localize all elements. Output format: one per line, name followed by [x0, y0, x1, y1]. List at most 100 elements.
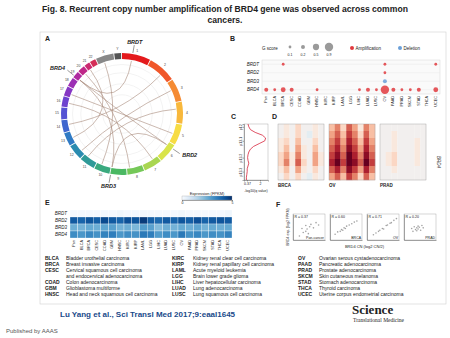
expression-heatmap: BRDTBRD2BRD3BRD4PanBLCABRCACESCCOADGBMHN…: [55, 191, 234, 251]
column-label: KIRP: [332, 96, 336, 105]
cn-cell: [278, 173, 284, 180]
x-axis: [294, 240, 326, 241]
cn-cell: [358, 152, 364, 159]
cn-cell: [415, 124, 421, 131]
expression-cell: [170, 231, 178, 238]
legend-size: [301, 45, 305, 49]
x-axis-title: -log10(q value): [244, 189, 267, 193]
expression-cell: [78, 231, 86, 238]
expression-cell: [101, 224, 109, 231]
title: cancers.: [208, 15, 243, 25]
expression-cell: [70, 231, 78, 238]
cn-cell: [290, 173, 296, 180]
chromosome-label: X: [102, 50, 105, 54]
panel-label: C: [231, 113, 236, 120]
column-label: BRCA: [281, 96, 285, 107]
cn-cell: [335, 152, 341, 159]
tick-label: p13.3: [239, 168, 243, 177]
cn-cell: [409, 138, 415, 145]
cn-cell: [415, 173, 421, 180]
column-label: LIHC: [357, 96, 361, 105]
g-score-dot: [384, 71, 387, 74]
cn-cell: [278, 152, 284, 159]
link: [88, 109, 176, 156]
expression-cell: [78, 210, 86, 217]
cn-cell: [364, 152, 370, 159]
chromosome-label: 13: [61, 139, 65, 143]
g-score-dot: [434, 63, 437, 66]
point: [393, 220, 395, 222]
panel-label: A: [45, 35, 50, 42]
column-label: STAD: [417, 96, 421, 106]
column-label: STAD: [211, 240, 215, 250]
column-label: KIRC: [324, 96, 328, 105]
plot-frame: [293, 214, 325, 240]
heatmap-frame: [278, 124, 324, 180]
point: [396, 218, 398, 220]
plot-frame: [244, 124, 268, 180]
chromosome-label: 9: [117, 177, 119, 181]
q-value-line: [246, 124, 265, 180]
scatter-panel: R = 0.37Pan-cancer: [293, 214, 326, 241]
point: [412, 231, 414, 233]
x-axis: [368, 240, 400, 241]
g-score-dot: [358, 88, 361, 91]
point: [416, 227, 418, 229]
column-label: CESC: [95, 240, 99, 251]
point: [387, 224, 389, 226]
point: [345, 228, 347, 230]
gene-marker: [109, 175, 110, 183]
cn-cell: [307, 145, 313, 152]
link: [72, 95, 173, 134]
legend-swatch: [398, 46, 402, 50]
cn-cell: [329, 166, 335, 173]
cn-cell: [386, 131, 392, 138]
expression-cell: [116, 217, 124, 224]
cn-cell: [403, 173, 409, 180]
expression-cell: [186, 224, 194, 231]
cn-cell: [307, 166, 313, 173]
chromosome-label: 3: [181, 86, 183, 90]
cn-cell: [341, 159, 347, 166]
column-label: SKCM: [408, 96, 412, 107]
gene-marker: [67, 70, 73, 75]
point: [334, 233, 336, 235]
cn-cell: [352, 166, 358, 173]
cn-cell: [329, 131, 335, 138]
expression-cell: [85, 224, 93, 231]
tick-label: p13.1: [239, 137, 243, 146]
cn-cell: [420, 159, 426, 166]
cn-cell: [409, 124, 415, 131]
chromosome-arc: [94, 163, 110, 174]
cn-cell: [284, 159, 290, 166]
row-label: BRDT: [55, 211, 69, 216]
heatmap: [329, 124, 375, 180]
correlation-label: R = 0.20: [406, 215, 419, 219]
cn-cell: [295, 145, 301, 152]
cn-cell: [335, 138, 341, 145]
chromosome-label: 15: [55, 111, 59, 115]
expression-cell: [224, 224, 232, 231]
point: [342, 229, 344, 231]
point: [354, 221, 356, 223]
abbreviation-code: UCEC: [298, 291, 313, 297]
cn-cell: [403, 152, 409, 159]
chromosome-label: 14: [56, 125, 60, 129]
link: [69, 103, 152, 158]
panel-label: D: [272, 113, 277, 120]
g-score-dot: [384, 63, 387, 66]
cn-cell: [313, 159, 319, 166]
cn-cell: [403, 166, 409, 173]
cn-cell: [369, 145, 375, 152]
cn-cell: [392, 124, 398, 131]
cn-cell: [392, 152, 398, 159]
g-score-dot: [282, 63, 285, 66]
expression-cell: [178, 210, 186, 217]
cn-cell: [409, 173, 415, 180]
legend-swatch: [350, 46, 354, 50]
cn-cell: [318, 138, 324, 145]
gene-label: BRD4: [50, 65, 65, 71]
cn-cell: [420, 124, 426, 131]
cn-cell: [386, 159, 392, 166]
row-label: BRD3: [55, 225, 68, 230]
